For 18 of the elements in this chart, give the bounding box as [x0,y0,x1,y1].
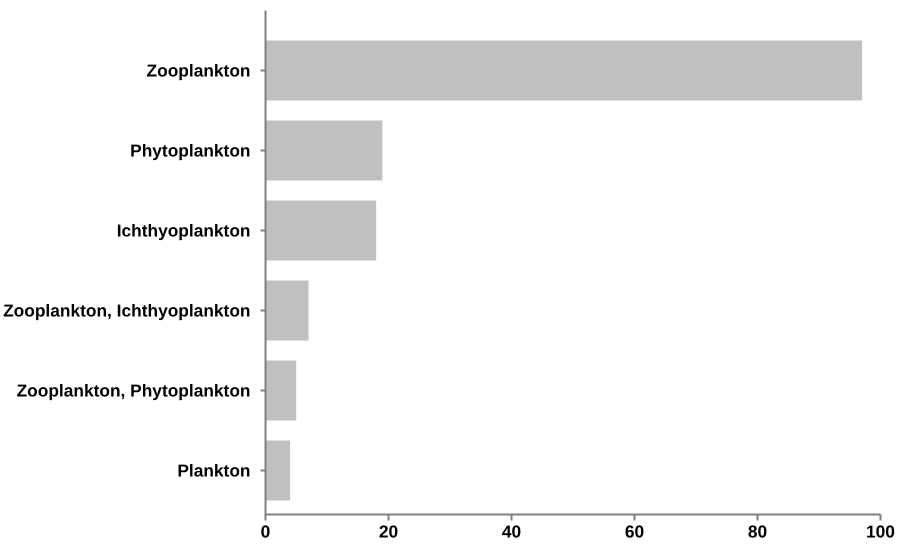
x-tick-label: 0 [260,522,270,542]
y-tick-label: Plankton [177,460,250,480]
y-tick-label: Zooplankton [146,60,250,80]
y-tick-label: Ichthyoplankton [116,220,250,240]
bar [266,200,376,260]
y-tick-label: Zooplankton, Ichthyoplankton [3,300,251,320]
y-tick-label: Phytoplankton [130,140,251,160]
bar [266,280,309,340]
x-tick-label: 20 [378,522,398,542]
y-tick-label: Zooplankton, Phytoplankton [16,380,251,400]
x-tick-label: 100 [866,522,895,542]
bar [266,360,296,420]
x-tick-label: 60 [624,522,644,542]
bar [266,40,862,100]
bar [266,440,290,500]
x-tick-label: 80 [748,522,768,542]
x-tick-label: 40 [502,522,522,542]
bar [266,120,382,180]
